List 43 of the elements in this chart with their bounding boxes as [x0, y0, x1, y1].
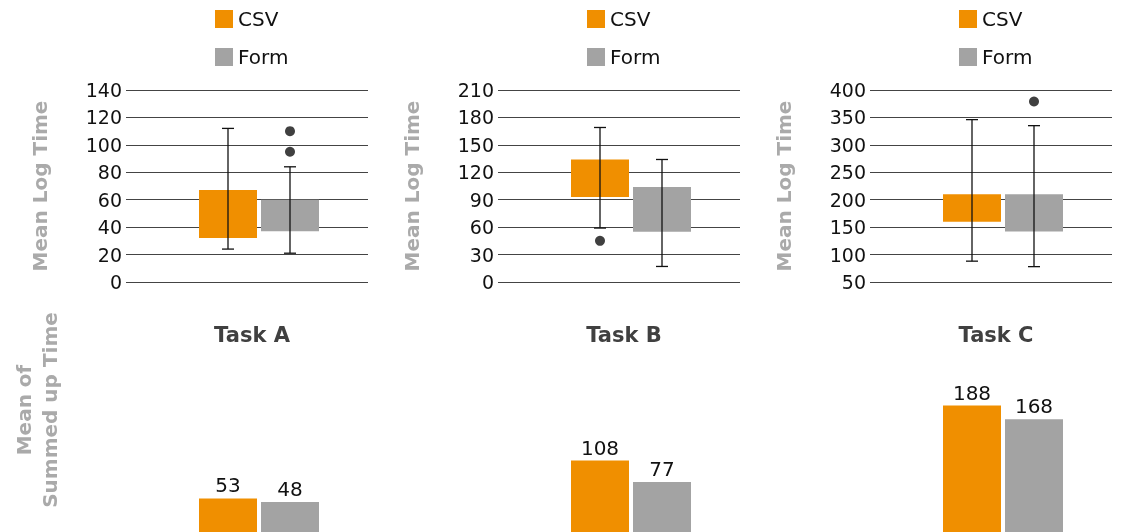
y-tick-label: 300 [829, 133, 866, 156]
y-axis-title: Mean Log Time [28, 100, 52, 272]
legend-label: Form [982, 45, 1033, 69]
chart-title: Task C [958, 322, 1034, 347]
y-tick-label: 140 [85, 79, 122, 101]
legend-label: CSV [982, 7, 1023, 31]
y-tick-label: 150 [829, 216, 866, 239]
data-label: 53 [215, 473, 241, 498]
chart-title: Task B [586, 322, 662, 347]
y-axis-title: Mean Log Time [772, 100, 796, 272]
y-tick-label: 60 [97, 188, 122, 211]
y-tick-label: 100 [829, 243, 866, 266]
y-axis-title: Mean of Summed up Time [12, 312, 62, 508]
y-tick-label: 180 [457, 106, 494, 129]
data-label: 108 [580, 435, 620, 460]
y-axis-title: Mean Log Time [400, 100, 424, 272]
y-tick-label: 250 [829, 161, 866, 184]
y-tick-label: 200 [829, 188, 866, 211]
y-tick-label: 120 [457, 161, 494, 184]
y-tick-label: 0 [109, 271, 122, 293]
y-tick-label: 60 [469, 216, 494, 239]
y-tick-label: 150 [457, 133, 494, 156]
legend-label: CSV [238, 7, 279, 31]
y-tick-label: 20 [97, 243, 122, 266]
y-tick-label: 40 [97, 216, 122, 239]
data-label: 48 [277, 476, 303, 501]
y-tick-label: 90 [469, 188, 494, 211]
data-label: 168 [1014, 394, 1054, 419]
legend-label: Form [610, 45, 661, 69]
data-label: 188 [952, 380, 992, 405]
legend-label: CSV [610, 7, 651, 31]
y-tick-label: 100 [85, 133, 122, 156]
y-tick-label: 0 [481, 271, 494, 293]
y-tick-label: 80 [97, 161, 122, 184]
legend-label: Form [238, 45, 289, 69]
chart-title: Task A [214, 322, 291, 347]
y-tick-label: 400 [829, 79, 866, 101]
y-tick-label: 350 [829, 106, 866, 129]
y-tick-label: 120 [85, 106, 122, 129]
y-tick-label: 210 [457, 79, 494, 101]
y-tick-label: 50 [841, 271, 866, 293]
y-tick-label: 30 [469, 243, 494, 266]
data-label: 77 [649, 456, 675, 481]
